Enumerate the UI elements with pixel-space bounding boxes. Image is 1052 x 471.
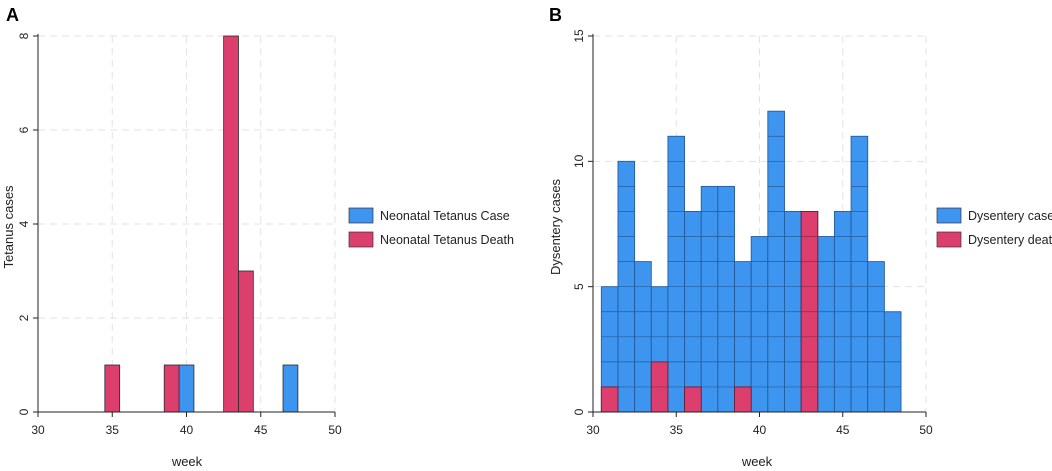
x-tick-label: 50 xyxy=(328,423,342,437)
x-tick-label: 50 xyxy=(919,423,933,437)
x-tick-label: 30 xyxy=(586,423,600,437)
legend-label-dysentery-case: Dysentery case xyxy=(968,209,1052,223)
y-tick-label: 0 xyxy=(17,408,31,415)
bar-neonatal-tetanus-case xyxy=(178,364,195,413)
x-tick-label: 30 xyxy=(31,423,45,437)
y-tick-label: 2 xyxy=(17,314,31,321)
bar-dysentery-death xyxy=(734,386,752,413)
bar-dysentery-case xyxy=(717,185,735,413)
y-tick-label: 5 xyxy=(572,283,586,290)
panel-a-y-axis-title: Tetanus cases xyxy=(1,185,16,269)
legend-label-neonatal-tetanus-case: Neonatal Tetanus Case xyxy=(380,209,510,223)
panel-b-y-axis-title: Dysentery cases xyxy=(548,178,563,275)
x-tick-label: 40 xyxy=(753,423,767,437)
bar-dysentery-case xyxy=(850,135,869,413)
y-tick-label: 4 xyxy=(17,220,31,227)
x-tick-label: 35 xyxy=(106,423,120,437)
y-tick-label: 0 xyxy=(572,408,586,415)
bar-dysentery-death xyxy=(600,386,619,413)
legend-swatch-neonatal-tetanus-death xyxy=(348,231,374,248)
bar-neonatal-tetanus-death xyxy=(238,270,254,413)
y-tick-label: 15 xyxy=(572,29,586,43)
y-tick-label: 10 xyxy=(572,154,586,168)
x-tick-label: 40 xyxy=(180,423,194,437)
bar-dysentery-case xyxy=(817,236,835,413)
x-tick-label: 45 xyxy=(836,423,850,437)
bar-neonatal-tetanus-death xyxy=(223,35,239,413)
y-tick-label: 8 xyxy=(17,32,31,39)
bar-neonatal-tetanus-death xyxy=(104,364,121,413)
panel-b-label: B xyxy=(549,5,562,25)
panel-b-legend: Dysentery case Dysentery death xyxy=(936,207,1052,248)
x-tick-label: 45 xyxy=(254,423,268,437)
x-tick-label: 35 xyxy=(670,423,684,437)
bar-dysentery-case xyxy=(750,236,769,413)
panel-a: A 0 2 4 6 8 30 35 40 45 50 week Tetanus cases Neo… xyxy=(1,5,514,469)
bar-dysentery-case xyxy=(700,185,719,413)
bar-dysentery-case xyxy=(667,135,686,413)
y-tick-label: 6 xyxy=(17,126,31,133)
bar-neonatal-tetanus-death xyxy=(163,364,180,413)
panel-b-x-axis-title: week xyxy=(741,454,773,469)
panel-a-label: A xyxy=(6,5,19,25)
panel-a-x-axis-title: week xyxy=(171,454,203,469)
legend-label-dysentery-death: Dysentery death xyxy=(968,233,1052,247)
legend-label-neonatal-tetanus-death: Neonatal Tetanus Death xyxy=(380,233,514,247)
legend-swatch-dysentery-case xyxy=(936,207,962,224)
panel-a-legend: Neonatal Tetanus Case Neonatal Tetanus D… xyxy=(348,207,514,248)
legend-swatch-neonatal-tetanus-case xyxy=(348,207,374,224)
legend-swatch-dysentery-death xyxy=(936,231,962,248)
bar-neonatal-tetanus-case xyxy=(282,364,299,413)
bar-dysentery-death xyxy=(684,386,702,413)
